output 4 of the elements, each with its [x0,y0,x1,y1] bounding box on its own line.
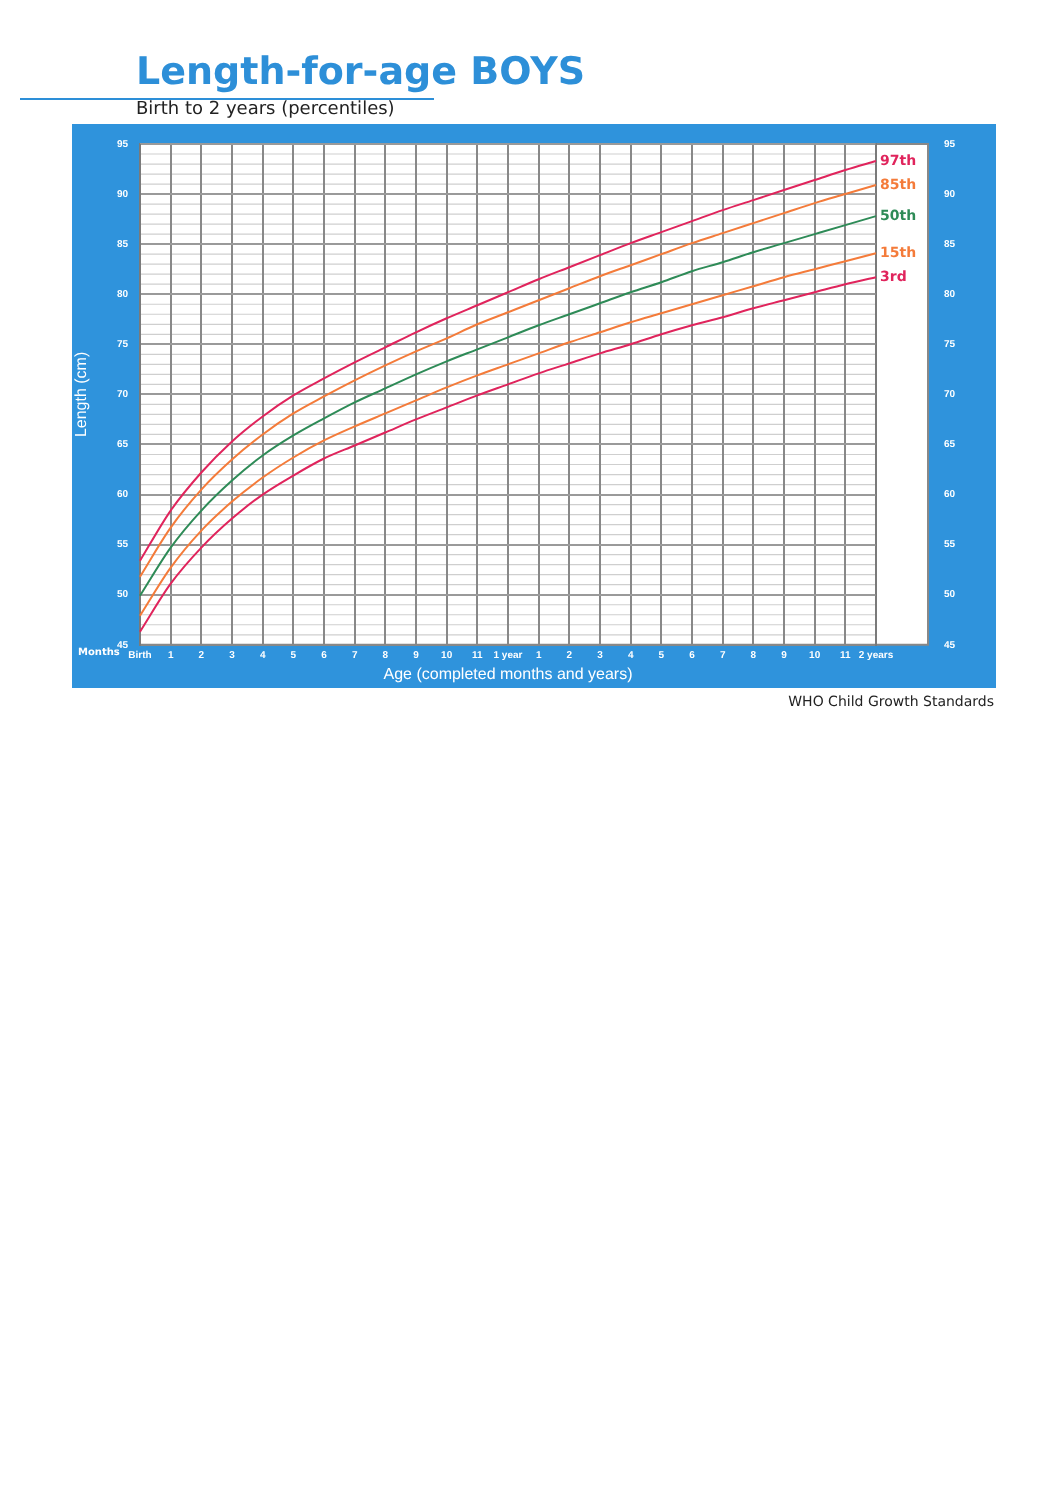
x-axis-title: Age (completed months and years) [383,664,634,683]
y-axis-title: Length (cm) [72,351,91,438]
chart-subtitle: Birth to 2 years (percentiles) [136,100,395,120]
chart-title: Length-for-age BOYS [136,50,586,94]
